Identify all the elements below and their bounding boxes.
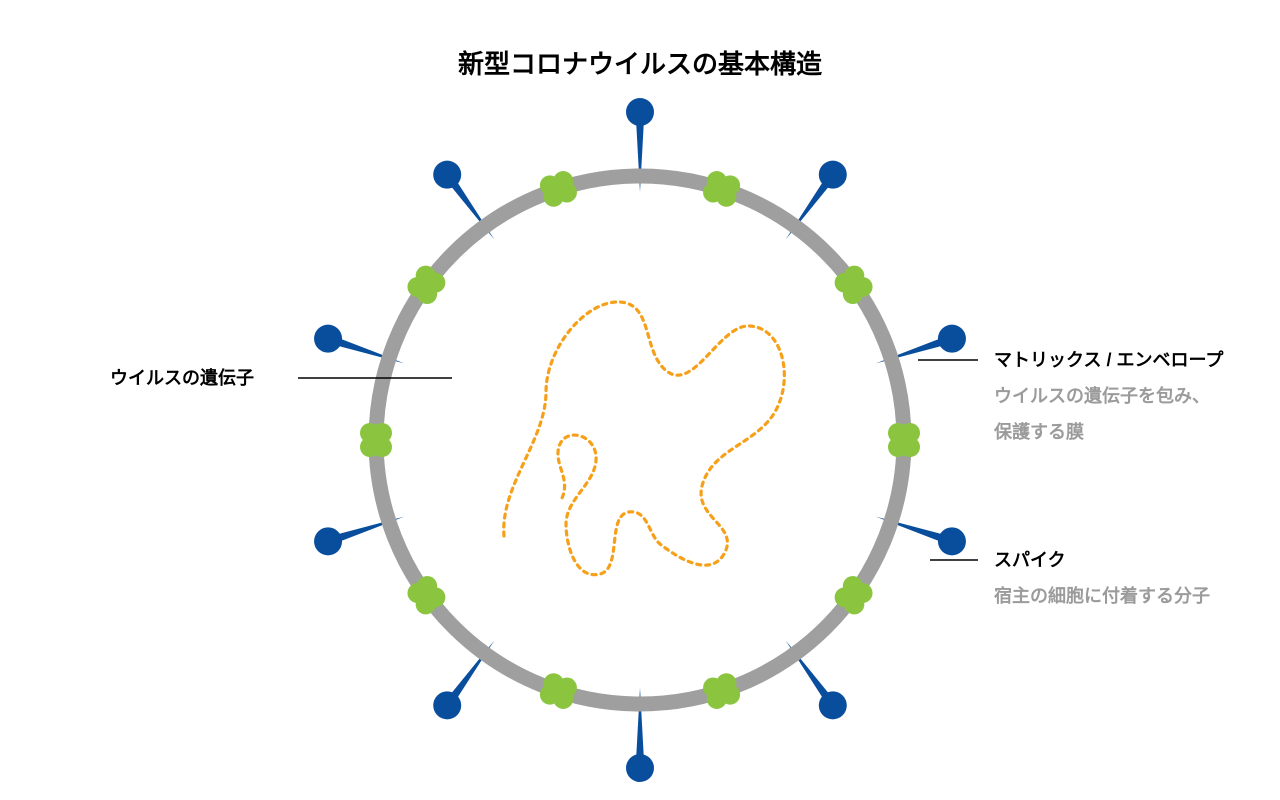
matrix-blob <box>703 673 740 709</box>
spike-head <box>433 691 461 719</box>
envelope-ring <box>376 176 904 704</box>
spike-head <box>626 754 654 782</box>
spike-head <box>938 325 966 353</box>
leader-lines <box>298 360 978 560</box>
spike-head <box>314 325 342 353</box>
spike-head <box>626 98 654 126</box>
spike-head <box>819 691 847 719</box>
matrix-blob <box>540 673 577 709</box>
spike-head <box>433 161 461 189</box>
spike-head <box>819 161 847 189</box>
matrix-blob <box>540 171 577 207</box>
spike-head <box>938 527 966 555</box>
matrix-group <box>360 171 920 709</box>
envelope-circle <box>376 176 904 704</box>
rna-path <box>504 302 785 575</box>
matrix-blob <box>360 423 392 457</box>
matrix-blob <box>703 171 740 207</box>
virus-diagram <box>0 0 1280 800</box>
spike-group <box>314 98 966 782</box>
rna-strand <box>504 302 785 575</box>
matrix-blob <box>888 423 920 457</box>
spike-head <box>314 527 342 555</box>
